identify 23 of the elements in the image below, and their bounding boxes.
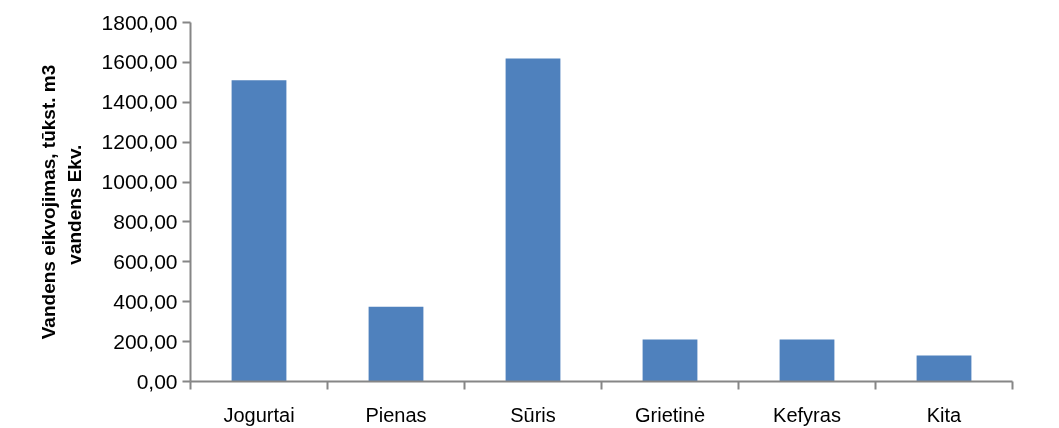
x-tick-label: Grietinė <box>634 403 706 426</box>
x-tick-label: Kefyras <box>773 403 841 426</box>
y-tick-label: 600,00 <box>113 249 178 273</box>
y-tick-label: 1200,00 <box>101 130 178 154</box>
y-tick-label: 0,00 <box>136 369 178 393</box>
y-axis-title: Vandens eikvojimas, tūkst. m3 vandens Ekv. <box>38 64 85 340</box>
x-tick-label: Pienas <box>365 403 427 426</box>
x-tick-label: Kita <box>926 403 963 426</box>
y-tick-label: 200,00 <box>113 329 178 353</box>
bar <box>231 80 287 382</box>
y-tick-label: 1000,00 <box>101 170 178 194</box>
y-tick-label: 1400,00 <box>101 90 178 114</box>
bar <box>505 58 561 382</box>
y-tick-label: 1600,00 <box>101 50 178 74</box>
x-tick-label: Sūris <box>510 403 556 426</box>
bar <box>779 339 835 382</box>
bar <box>916 355 972 382</box>
x-tick-label: Jogurtai <box>223 403 295 426</box>
y-tick-label: 1800,00 <box>101 10 178 34</box>
y-tick-label: 400,00 <box>113 289 178 313</box>
bar <box>642 339 698 382</box>
bar <box>368 306 424 382</box>
y-tick-label: 800,00 <box>113 209 178 233</box>
